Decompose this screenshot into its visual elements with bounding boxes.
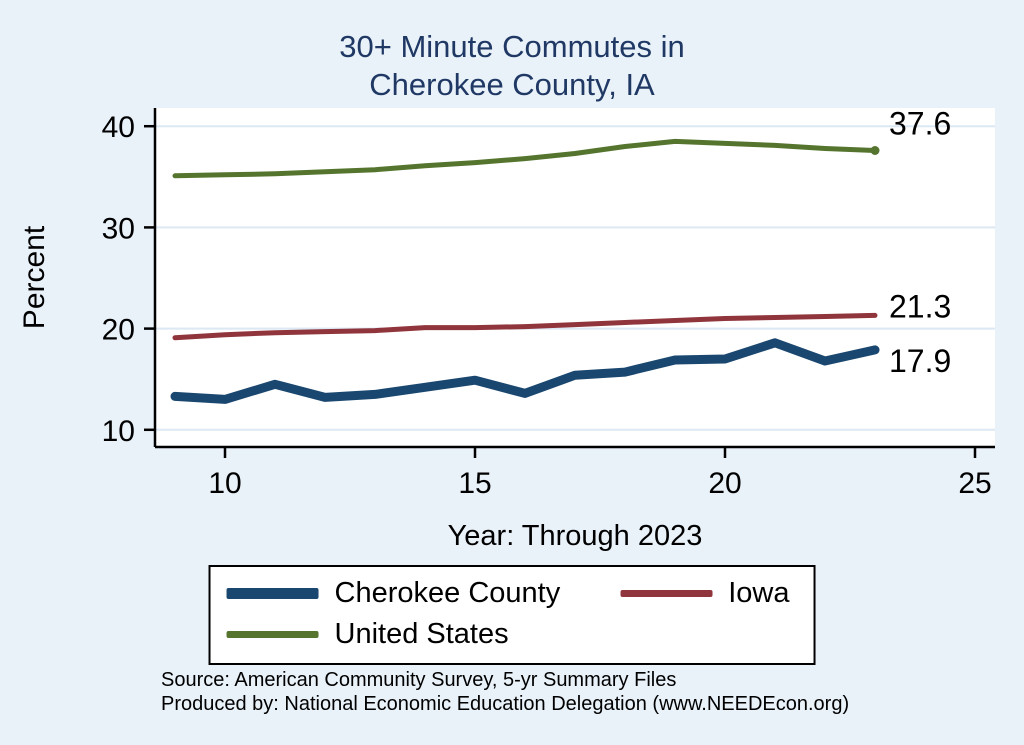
legend-label-iowa: Iowa xyxy=(728,577,790,609)
svg-text:21.3: 21.3 xyxy=(889,288,951,324)
svg-text:10: 10 xyxy=(102,415,135,448)
legend-item-united-states: United States xyxy=(226,618,561,651)
x-axis-title: Year: Through 2023 xyxy=(447,520,703,552)
legend-swatch-united-states xyxy=(226,631,319,638)
chart-title: 30+ Minute Commutes in Cherokee County, … xyxy=(0,28,1024,104)
svg-text:20: 20 xyxy=(708,467,741,500)
legend-label-united-states: United States xyxy=(334,618,509,650)
svg-text:25: 25 xyxy=(958,467,991,500)
svg-text:20: 20 xyxy=(102,314,135,347)
legend: Cherokee County Iowa United States xyxy=(208,565,816,665)
svg-text:30: 30 xyxy=(102,212,135,245)
svg-text:37.6: 37.6 xyxy=(889,106,951,142)
svg-text:10: 10 xyxy=(208,467,241,500)
legend-label-cherokee-county: Cherokee County xyxy=(334,577,561,609)
svg-text:17.9: 17.9 xyxy=(889,343,951,379)
chart-title-line-1: 30+ Minute Commutes in xyxy=(339,29,685,64)
legend-swatch-cherokee-county xyxy=(226,588,319,599)
produced-by-note: Produced by: National Economic Education… xyxy=(161,693,850,715)
source-note: Source: American Community Survey, 5-yr … xyxy=(161,669,677,691)
footnotes: Source: American Community Survey, 5-yr … xyxy=(161,668,849,716)
legend-swatch-iowa xyxy=(620,590,713,597)
legend-item-cherokee-county: Cherokee County xyxy=(226,577,561,610)
svg-text:15: 15 xyxy=(458,467,491,500)
legend-item-iowa: Iowa xyxy=(620,577,789,610)
chart-title-line-2: Cherokee County, IA xyxy=(369,67,655,102)
svg-text:40: 40 xyxy=(102,111,135,144)
svg-text:Percent: Percent xyxy=(18,225,51,329)
